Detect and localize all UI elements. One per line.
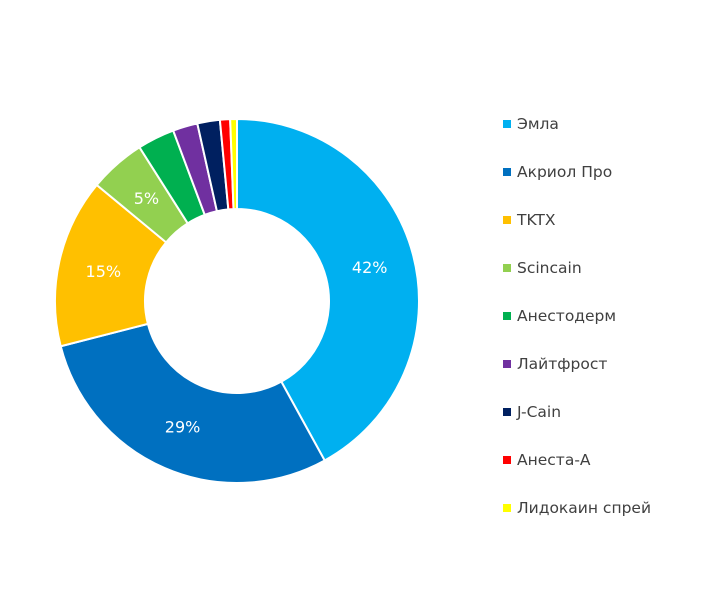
legend-swatch (503, 312, 511, 320)
data-label: 42% (352, 258, 388, 277)
legend: Эмла Акриол Про TKTX Scincain Анестодерм Лайт… (503, 100, 651, 532)
legend-swatch (503, 360, 511, 368)
data-label: 15% (86, 262, 122, 281)
legend-swatch (503, 120, 511, 128)
legend-label: Анестодерм (517, 307, 617, 325)
legend-swatch (503, 456, 511, 464)
legend-item: Лайтфрост (503, 340, 651, 388)
legend-label: Эмла (517, 115, 559, 133)
legend-label: TKTX (517, 211, 556, 229)
legend-swatch (503, 216, 511, 224)
slice-1 (59, 322, 327, 484)
legend-item: Анеста-А (503, 436, 651, 484)
legend-item: Акриол Про (503, 148, 651, 196)
data-label: 5% (134, 189, 159, 208)
slice-0 (236, 117, 420, 462)
legend-label: Акриол Про (517, 163, 613, 181)
legend-swatch (503, 408, 511, 416)
legend-swatch (503, 264, 511, 272)
legend-label: Лидокаин спрей (517, 499, 652, 517)
data-label: 29% (165, 418, 201, 437)
slice-2 (54, 183, 168, 348)
legend-label: Лайтфрост (517, 355, 608, 373)
legend-label: Scincain (517, 259, 582, 277)
legend-label: J-Cain (517, 403, 562, 421)
legend-swatch (503, 504, 511, 512)
legend-item: J-Cain (503, 388, 651, 436)
legend-swatch (503, 168, 511, 176)
slice-8 (229, 117, 238, 211)
legend-item: TKTX (503, 196, 651, 244)
legend-label: Анеста-А (517, 451, 591, 469)
legend-item: Анестодерм (503, 292, 651, 340)
legend-item: Лидокаин спрей (503, 484, 651, 532)
legend-item: Scincain (503, 244, 651, 292)
legend-item: Эмла (503, 100, 651, 148)
